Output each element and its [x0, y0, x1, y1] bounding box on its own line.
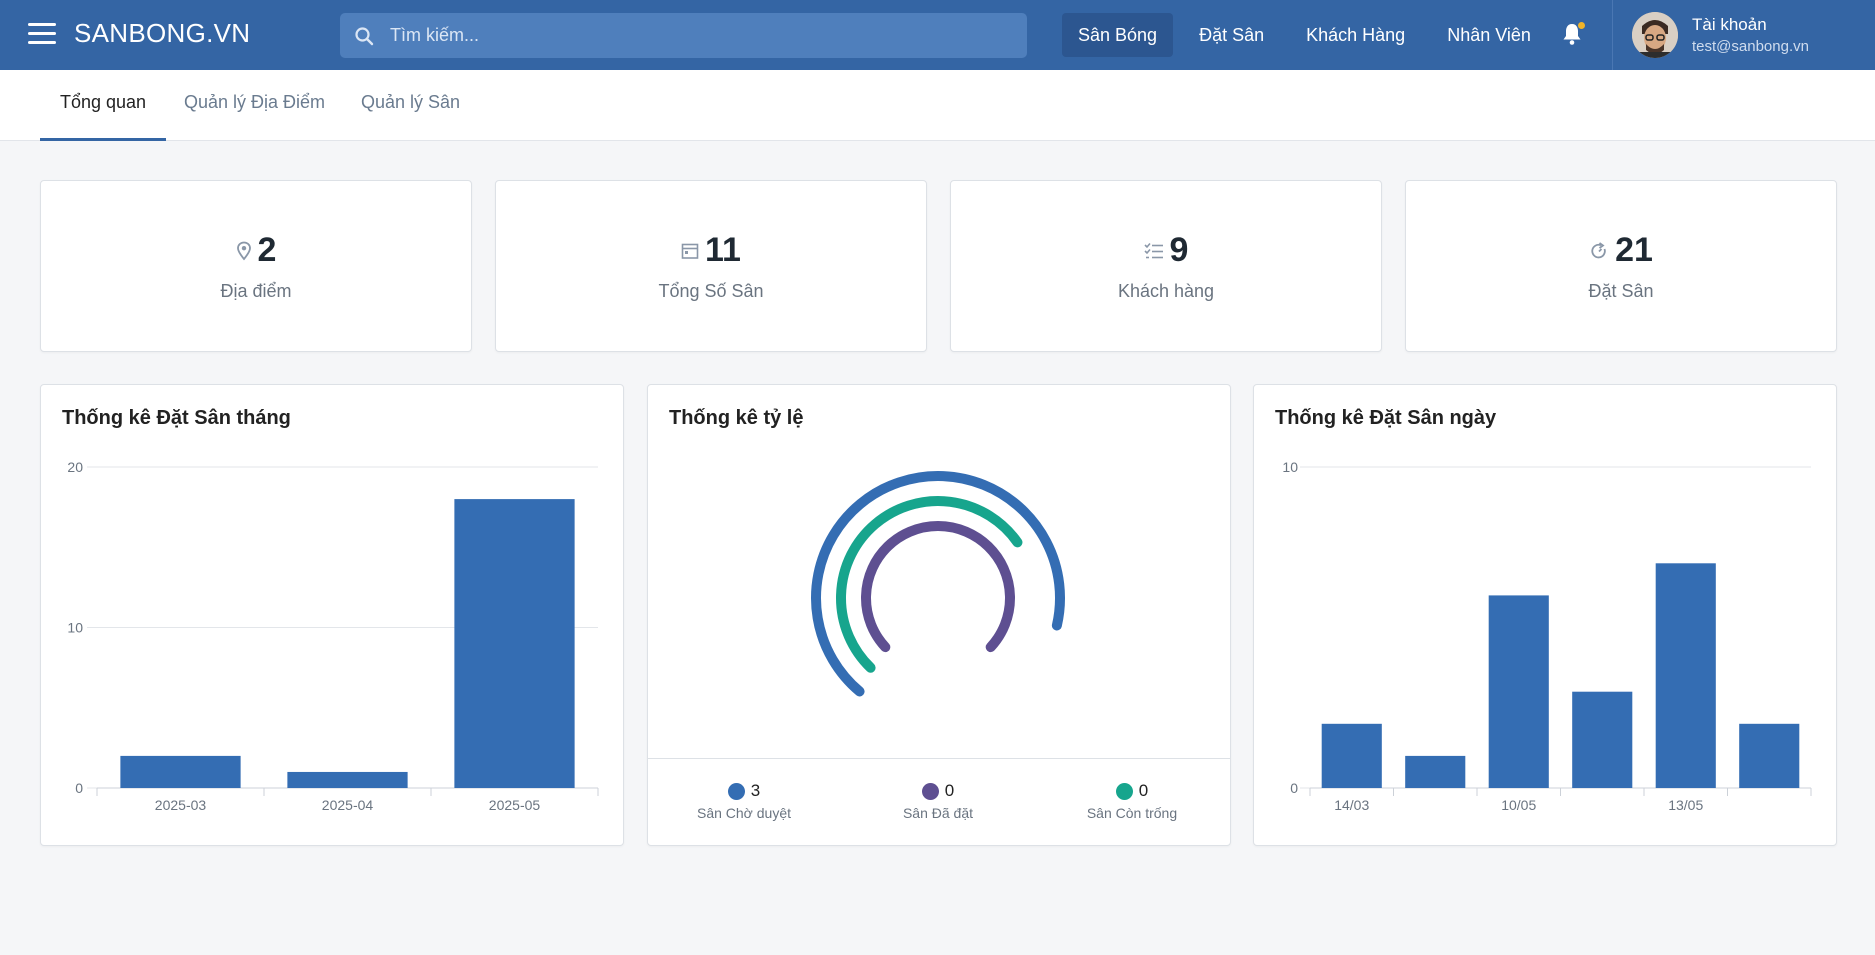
stat-card-fields: 11 Tổng Số Sân [495, 180, 927, 352]
panel-title: Thống kê Đặt Sân tháng [62, 407, 291, 429]
bar [1405, 755, 1466, 788]
refresh-icon [1591, 241, 1606, 258]
bar [1655, 563, 1716, 788]
bar [1739, 723, 1800, 788]
legend-item-booked[interactable]: 0 Sân Đã đặt [848, 781, 1028, 821]
stat-label: Đặt Sân [1588, 281, 1654, 301]
x-tick-label: 2025-05 [489, 797, 541, 813]
monthly-bar-chart: 0 10 20 2025-03 2025-04 2025-05 [67, 459, 599, 813]
legend-value: 0 [1138, 781, 1149, 800]
tab-manage-locations[interactable]: Quản lý Địa Điểm [184, 92, 326, 112]
bar [1488, 595, 1549, 788]
radial-ring [861, 521, 1015, 653]
legend-dot [921, 783, 939, 801]
checklist-icon [1143, 242, 1163, 258]
location-pin-icon [236, 241, 251, 260]
tab-bar: Tổng quan Quản lý Địa Điểm Quản lý Sân [0, 70, 1875, 141]
search-icon [355, 27, 374, 46]
y-tick-label: 0 [75, 780, 83, 796]
legend-label: Sân Còn trống [1086, 805, 1178, 821]
nav-san-bong[interactable]: Sân Bóng [1062, 13, 1174, 57]
x-tick-label: 2025-04 [322, 797, 374, 813]
search-input[interactable] [390, 13, 1010, 58]
daily-bar-chart: 0 10 14/03 10/05 13/05 [1282, 459, 1812, 813]
legend-item-available[interactable]: 0 Sân Còn trống [1042, 781, 1222, 821]
stat-value: 21 [1615, 231, 1653, 269]
account-menu[interactable]: Tài khoản test@sanbong.vn [1632, 12, 1809, 58]
bar [454, 499, 575, 788]
panel-daily-bookings: Thống kê Đặt Sân ngày 0 10 14/03 10/05 13/05 [1253, 384, 1837, 846]
panel-title: Thống kê tỷ lệ [669, 407, 804, 429]
avatar [1632, 12, 1678, 58]
account-email: test@sanbong.vn [1692, 38, 1809, 55]
search-box [340, 13, 1027, 58]
panel-title: Thống kê Đặt Sân ngày [1275, 407, 1497, 429]
legend-dot [1115, 783, 1133, 801]
ratio-legend: 3 Sân Chờ duyệt 0 Sân Đã đặt 0 Sân Còn t… [648, 758, 1230, 847]
y-tick-label: 20 [67, 459, 83, 475]
legend-label: Sân Đã đặt [902, 805, 974, 821]
stat-label: Địa điểm [220, 281, 292, 301]
menu-icon[interactable] [28, 23, 56, 47]
legend-dot [727, 783, 745, 801]
legend-value: 0 [944, 781, 955, 800]
stat-value: 11 [705, 231, 741, 269]
y-tick-label: 10 [1282, 459, 1298, 475]
legend-label: Sân Chờ duyệt [696, 805, 791, 821]
legend-value: 3 [750, 781, 761, 800]
y-tick-label: 10 [67, 620, 83, 636]
bar [120, 755, 241, 788]
top-navbar: SANBONG.VN Sân Bóng Đặt Sân Khách Hàng N… [0, 0, 1875, 70]
bar [1321, 723, 1382, 788]
notification-dot [1578, 22, 1585, 29]
brand-logo[interactable]: SANBONG.VN [74, 18, 251, 48]
tab-manage-fields[interactable]: Quản lý Sân [361, 92, 461, 112]
stat-card-bookings: 21 Đặt Sân [1405, 180, 1837, 352]
x-tick-label: 2025-03 [155, 797, 207, 813]
account-title: Tài khoản [1692, 15, 1767, 34]
panel-ratio: Thống kê tỷ lệ 3 Sân Chờ duyệt 0 Sân Đã … [647, 384, 1231, 846]
stat-label: Khách hàng [1117, 281, 1215, 301]
main-nav: Sân Bóng Đặt Sân Khách Hàng Nhân Viên [1062, 13, 1557, 57]
stat-card-customers: 9 Khách hàng [950, 180, 1382, 352]
y-tick-label: 0 [1290, 780, 1298, 796]
stat-value: 2 [257, 231, 277, 269]
navbar-divider [1612, 0, 1613, 70]
x-tick-label: 13/05 [1668, 797, 1703, 813]
stat-value: 9 [1169, 231, 1189, 269]
ratio-radial-chart [811, 471, 1065, 697]
bell-icon[interactable] [1561, 22, 1585, 48]
radial-ring [811, 471, 1065, 697]
stat-label: Tổng Số Sân [658, 281, 764, 301]
bar [287, 771, 408, 788]
nav-nhan-vien[interactable]: Nhân Viên [1447, 25, 1531, 45]
legend-item-pending[interactable]: 3 Sân Chờ duyệt [654, 781, 834, 821]
nav-dat-san[interactable]: Đặt Sân [1199, 25, 1265, 45]
x-tick-label: 14/03 [1334, 797, 1369, 813]
x-tick-label: 10/05 [1501, 797, 1536, 813]
nav-khach-hang[interactable]: Khách Hàng [1306, 25, 1406, 45]
stat-card-locations: 2 Địa điểm [40, 180, 472, 352]
calendar-icon [681, 243, 699, 259]
panel-monthly-bookings: Thống kê Đặt Sân tháng 0 10 20 2025-03 2025-… [40, 384, 624, 846]
radial-ring [836, 496, 1023, 673]
bar [1572, 691, 1633, 788]
tab-overview[interactable]: Tổng quan [40, 70, 167, 141]
